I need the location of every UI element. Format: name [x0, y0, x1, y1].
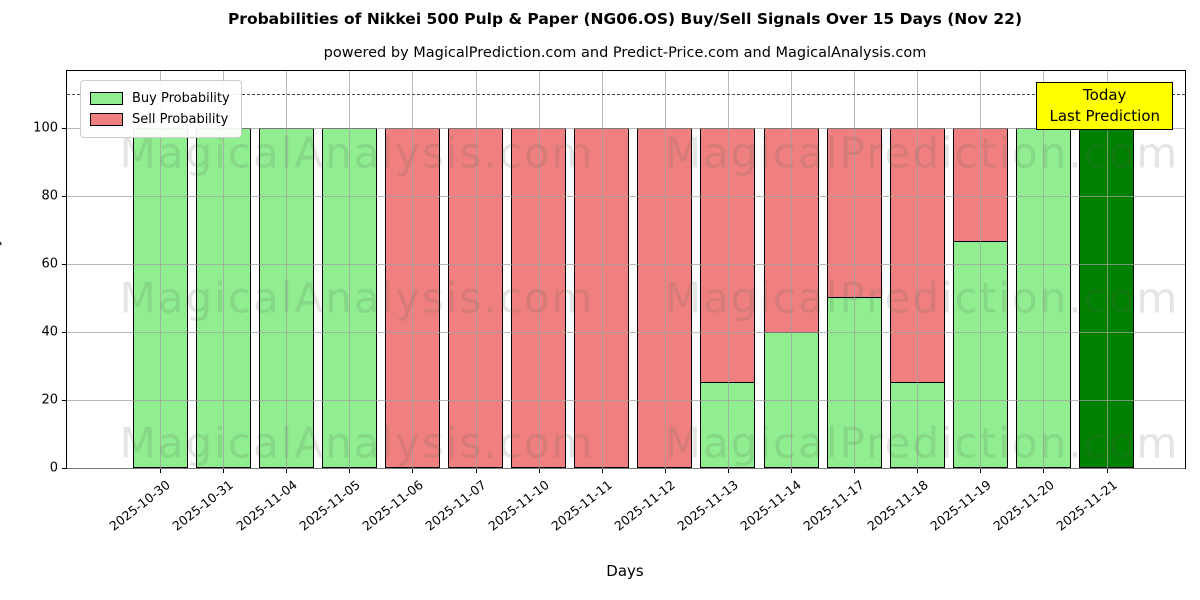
- legend-label-buy: Buy Probability: [132, 91, 230, 106]
- plot-area: 0 20 40 60 80 100 2025-10-30 2025-10-31 2025-11-…: [33, 70, 1186, 534]
- gridline-horizontal: [67, 468, 1185, 469]
- today-annotation: Today Last Prediction: [1036, 82, 1173, 130]
- x-tick-mark: [601, 468, 603, 473]
- gridline-vertical: [223, 71, 225, 468]
- gridline-vertical: [1043, 71, 1045, 468]
- chart-subtitle: powered by MagicalPrediction.com and Pre…: [323, 45, 927, 61]
- y-tick-label: 80: [41, 188, 58, 204]
- y-tick-mark: [62, 195, 67, 197]
- gridline-horizontal: [67, 263, 1185, 265]
- y-tick-mark: [62, 127, 67, 129]
- x-tick-label: 2025-11-11: [548, 477, 615, 534]
- y-tick-label: 20: [41, 392, 58, 408]
- y-tick-label: 100: [33, 120, 58, 136]
- gridline-vertical: [727, 71, 729, 468]
- x-tick-mark: [160, 468, 161, 473]
- x-tick-mark: [286, 468, 288, 473]
- gridline-vertical: [980, 71, 982, 468]
- gridline-vertical: [1106, 71, 1108, 468]
- x-tick-mark: [980, 468, 982, 473]
- today-annotation-line2: Last Prediction: [1049, 107, 1160, 125]
- gridline-horizontal: [67, 127, 1185, 129]
- gridline-vertical: [601, 71, 603, 468]
- x-tick-label: 2025-11-14: [737, 477, 805, 534]
- gridline-horizontal: [67, 331, 1185, 333]
- x-tick-label: 2025-10-31: [169, 477, 237, 534]
- x-axis-label: Days: [606, 562, 644, 580]
- legend-label-sell: Sell Probability: [132, 112, 229, 127]
- dashed-threshold-line: [67, 93, 1185, 95]
- x-tick-mark: [727, 468, 729, 473]
- y-tick-mark: [62, 400, 67, 401]
- gridline-vertical: [538, 71, 540, 468]
- buy-swatch-icon: [90, 92, 123, 105]
- gridline-vertical: [475, 71, 477, 468]
- y-tick-mark: [62, 331, 67, 333]
- sell-swatch-icon: [90, 113, 123, 126]
- x-tick-label: 2025-11-04: [232, 477, 300, 534]
- x-tick-label: 2025-11-07: [422, 477, 489, 534]
- x-tick-label: 2025-11-18: [863, 477, 931, 534]
- legend-item-sell: Sell Probability: [90, 109, 230, 130]
- y-tick-label: 60: [41, 256, 58, 272]
- legend: Buy Probability Sell Probability: [80, 80, 242, 138]
- gridline-horizontal: [67, 195, 1185, 197]
- gridline-horizontal: [67, 400, 1185, 401]
- x-tick-label: 2025-11-19: [927, 477, 994, 534]
- x-tick-label: 2025-10-30: [106, 477, 174, 534]
- today-annotation-line1: Today: [1083, 86, 1127, 104]
- gridline-vertical: [791, 71, 792, 468]
- x-tick-mark: [538, 468, 540, 473]
- gridline-vertical: [917, 71, 919, 468]
- chart-title: Probabilities of Nikkei 500 Pulp & Paper…: [227, 10, 1023, 28]
- x-tick-mark: [1106, 468, 1108, 473]
- y-axis-label: Probability: [0, 237, 3, 317]
- y-tick-label: 0: [49, 460, 58, 476]
- y-tick-mark: [62, 263, 67, 265]
- gridline-vertical: [349, 71, 351, 468]
- x-tick-label: 2025-11-17: [800, 477, 868, 534]
- gridline-vertical: [854, 71, 856, 468]
- x-tick-label: 2025-11-06: [359, 477, 426, 534]
- y-tick-label: 40: [41, 324, 58, 340]
- x-tick-label: 2025-11-13: [674, 477, 742, 534]
- x-tick-mark: [1043, 468, 1045, 473]
- x-tick-mark: [854, 468, 856, 473]
- legend-item-buy: Buy Probability: [90, 88, 230, 109]
- gridline-vertical: [664, 71, 666, 468]
- x-tick-label: 2025-11-05: [296, 477, 363, 534]
- x-tick-mark: [349, 468, 351, 473]
- gridline-vertical: [412, 71, 414, 468]
- gridline-vertical: [286, 71, 288, 468]
- x-tick-mark: [412, 468, 414, 473]
- x-tick-label: 2025-11-10: [485, 477, 552, 534]
- x-tick-mark: [664, 468, 666, 473]
- x-tick-label: 2025-11-21: [1053, 477, 1120, 534]
- x-tick-mark: [917, 468, 919, 473]
- x-tick-label: 2025-11-12: [611, 477, 679, 534]
- gridline-vertical: [160, 71, 161, 468]
- x-tick-mark: [791, 468, 792, 473]
- y-tick-mark: [62, 468, 67, 469]
- x-tick-mark: [223, 468, 225, 473]
- x-tick-mark: [475, 468, 477, 473]
- x-tick-label: 2025-11-20: [990, 477, 1057, 534]
